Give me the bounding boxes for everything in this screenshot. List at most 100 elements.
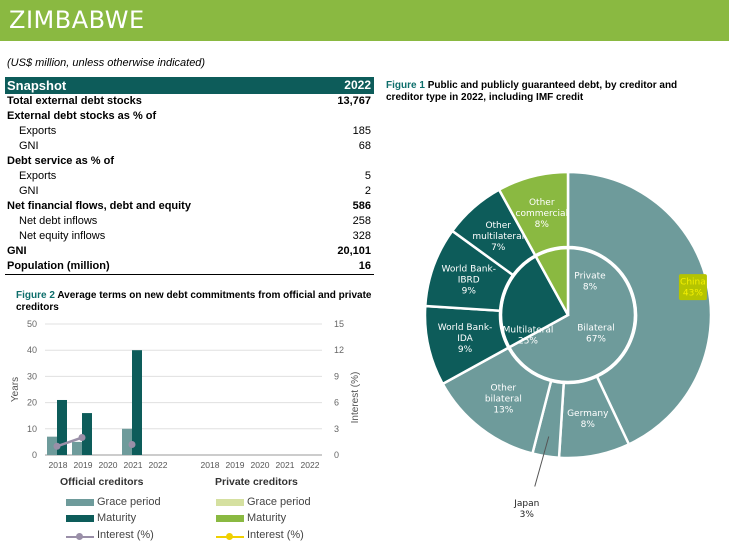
snapshot-value: 185 <box>352 125 371 137</box>
snapshot-value <box>311 109 374 124</box>
y2-tick-label: 0 <box>334 450 339 460</box>
snapshot-value: 328 <box>352 230 371 242</box>
donut-label-4: World Bank-IDA 9% <box>438 323 493 355</box>
snapshot-value: 16 <box>311 259 374 275</box>
donut-label-2-line: 3% <box>520 510 535 520</box>
snapshot-row: Net equity inflows 328 <box>5 229 374 244</box>
snapshot-header-row: Snapshot 2022 <box>5 77 374 94</box>
maturity-swatch <box>66 515 94 522</box>
snapshot-value: 586 <box>352 200 371 212</box>
interest-point <box>78 434 86 442</box>
units-note: (US$ million, unless otherwise indicated… <box>7 57 206 69</box>
donut-label-5-line: IBRD <box>458 275 480 285</box>
x-tick-label: 2020 <box>251 460 270 470</box>
bar-grace <box>122 428 132 455</box>
snapshot-row: Net financial flows, debt and equity 586 <box>5 199 374 214</box>
snapshot-value: 5 <box>364 170 371 182</box>
donut-label-0: China 43% <box>680 278 706 299</box>
x-tick-label: 2018 <box>201 460 220 470</box>
bar-maturity <box>57 399 67 455</box>
private-maturity-label: Maturity <box>247 512 287 524</box>
snapshot-row: Exports 5 <box>5 169 374 184</box>
snapshot-label: Net equity inflows <box>19 230 106 242</box>
donut-label-0-line: China <box>680 278 706 288</box>
creditor-donut-chart: China 43%Germany 8%Japan 3%Other bilateral 13… <box>423 170 713 520</box>
snapshot-row: Total external debt stocks 13,767 <box>5 94 374 109</box>
y-tick-label: 10 <box>27 424 37 434</box>
official-grace-label: Grace period <box>97 496 161 508</box>
y-tick-label: 50 <box>27 319 37 329</box>
private-interest-label: Interest (%) <box>247 529 304 541</box>
figure2-text: Average terms on new debt commitments fr… <box>16 290 372 313</box>
bar-grace <box>47 436 57 455</box>
bar-grace <box>72 441 82 455</box>
snapshot-label: Exports <box>19 170 57 182</box>
snapshot-row: GNI 20,101 <box>5 244 374 259</box>
donut-label-0-line: 43% <box>683 289 703 299</box>
snapshot-label: Population (million) <box>5 259 312 275</box>
snapshot-year: 2022 <box>311 77 374 94</box>
snapshot-row: Population (million) 16 <box>5 259 374 275</box>
y-tick-label: 40 <box>27 345 37 355</box>
snapshot-row: Exports 185 <box>5 124 374 139</box>
japan-leader-line <box>534 436 550 487</box>
grace-swatch <box>66 499 94 506</box>
snapshot-label: Debt service as % of <box>7 155 114 167</box>
donut-inner-label-0-line: Bilateral <box>577 324 614 334</box>
donut-label-6-line: multilateral <box>472 232 524 242</box>
donut-inner-label-2: Private 8% <box>574 272 606 293</box>
snapshot-row: Debt service as % of <box>5 154 374 169</box>
snapshot-label: External debt stocks as % of <box>7 110 157 122</box>
x-tick-label: 2022 <box>149 460 168 470</box>
donut-inner-label-1: Multilateral 25% <box>503 326 554 347</box>
y2-tick-label: 12 <box>334 345 344 355</box>
snapshot-label: Exports <box>19 125 57 137</box>
country-banner: ZIMBABWE <box>0 0 729 41</box>
private-grace-swatch <box>216 499 244 506</box>
official-creditors-label: Official creditors <box>60 476 144 488</box>
y2-tick-label: 9 <box>334 371 339 381</box>
bar-maturity <box>82 413 92 455</box>
donut-label-3-line: 13% <box>493 405 513 415</box>
donut-inner-label-1-line: 25% <box>518 337 538 347</box>
donut-label-6-line: Other <box>485 221 511 231</box>
private-maturity-swatch <box>216 515 244 522</box>
donut-divider-ring <box>499 246 637 384</box>
donut-inner-label-0: Bilateral 67% <box>577 324 614 345</box>
donut-inner-label-2-line: Private <box>574 272 606 282</box>
x-tick-label: 2019 <box>74 460 93 470</box>
interest-point <box>53 442 61 450</box>
snapshot-value: 68 <box>358 140 371 152</box>
official-maturity-label: Maturity <box>97 512 137 524</box>
snapshot-label: GNI <box>19 185 39 197</box>
snapshot-label: GNI <box>19 140 39 152</box>
x-tick-label: 2022 <box>301 460 320 470</box>
donut-label-4-line: World Bank- <box>438 323 493 333</box>
official-interest-label: Interest (%) <box>97 529 154 541</box>
figure2-title: Figure 2 Average terms on new debt commi… <box>16 290 376 314</box>
y2-tick-label: 3 <box>334 424 339 434</box>
donut-label-4-line: 9% <box>458 345 473 355</box>
y-tick-label: 30 <box>27 371 37 381</box>
snapshot-row: GNI 2 <box>5 184 374 199</box>
snapshot-table: Snapshot 2022 Total external debt stocks… <box>5 77 374 275</box>
private-interest-dot-swatch <box>226 533 233 540</box>
donut-label-4-line: IDA <box>457 334 473 344</box>
donut-label-2-line: Japan <box>513 499 539 509</box>
donut-label-7-line: Other <box>529 198 555 208</box>
figure1-title: Figure 1 Public and publicly guaranteed … <box>386 80 716 104</box>
snapshot-value: 20,101 <box>337 245 371 257</box>
donut-label-2: Japan 3% <box>513 499 539 520</box>
donut-inner-label-1-line: Multilateral <box>503 326 554 336</box>
interest-dot-swatch <box>76 533 83 540</box>
snapshot-label: Total external debt stocks <box>7 95 142 107</box>
x-tick-label: 2018 <box>49 460 68 470</box>
donut-label-7-line: 8% <box>535 220 550 230</box>
donut-label-3-line: Other <box>491 383 517 393</box>
figure1-text: Public and publicly guaranteed debt, by … <box>386 80 678 103</box>
donut-label-3-line: bilateral <box>485 394 522 404</box>
donut-label-7: Other commercial 8% <box>516 198 569 230</box>
y2-tick-label: 15 <box>334 319 344 329</box>
bar-maturity <box>132 350 142 455</box>
donut-label-5-line: World Bank- <box>441 264 496 274</box>
